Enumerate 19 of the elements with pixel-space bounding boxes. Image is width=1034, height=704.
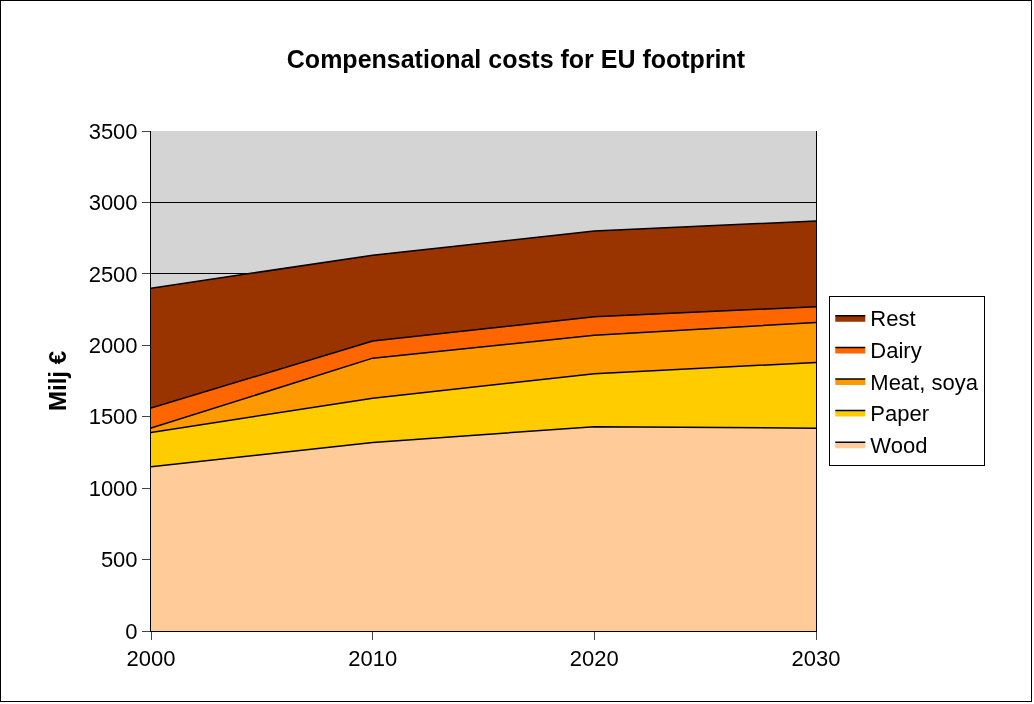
- y-tick-label: 500: [100, 547, 138, 573]
- y-tick-label: 1000: [88, 475, 138, 501]
- legend-label: Dairy: [870, 337, 922, 363]
- x-tick-label: 2020: [569, 646, 619, 672]
- legend-label: Rest: [870, 306, 916, 332]
- legend-label: Paper: [870, 401, 930, 427]
- y-tick-label: 0: [125, 618, 138, 644]
- x-tick-label: 2010: [348, 646, 398, 672]
- y-tick-label: 3000: [88, 190, 138, 216]
- x-tick-label: 2000: [126, 646, 176, 672]
- chart-title: Compensational costs for EU footprint: [286, 44, 746, 73]
- x-tick-label: 2030: [791, 646, 841, 672]
- legend-label: Wood: [870, 432, 928, 458]
- y-tick-label: 2000: [88, 332, 138, 358]
- y-tick-label: 3500: [88, 118, 138, 144]
- y-tick-label: 2500: [88, 261, 138, 287]
- y-tick-label: 1500: [88, 404, 138, 430]
- y-axis-title: Milj €: [43, 350, 71, 412]
- legend-label: Meat, soya: [870, 369, 979, 395]
